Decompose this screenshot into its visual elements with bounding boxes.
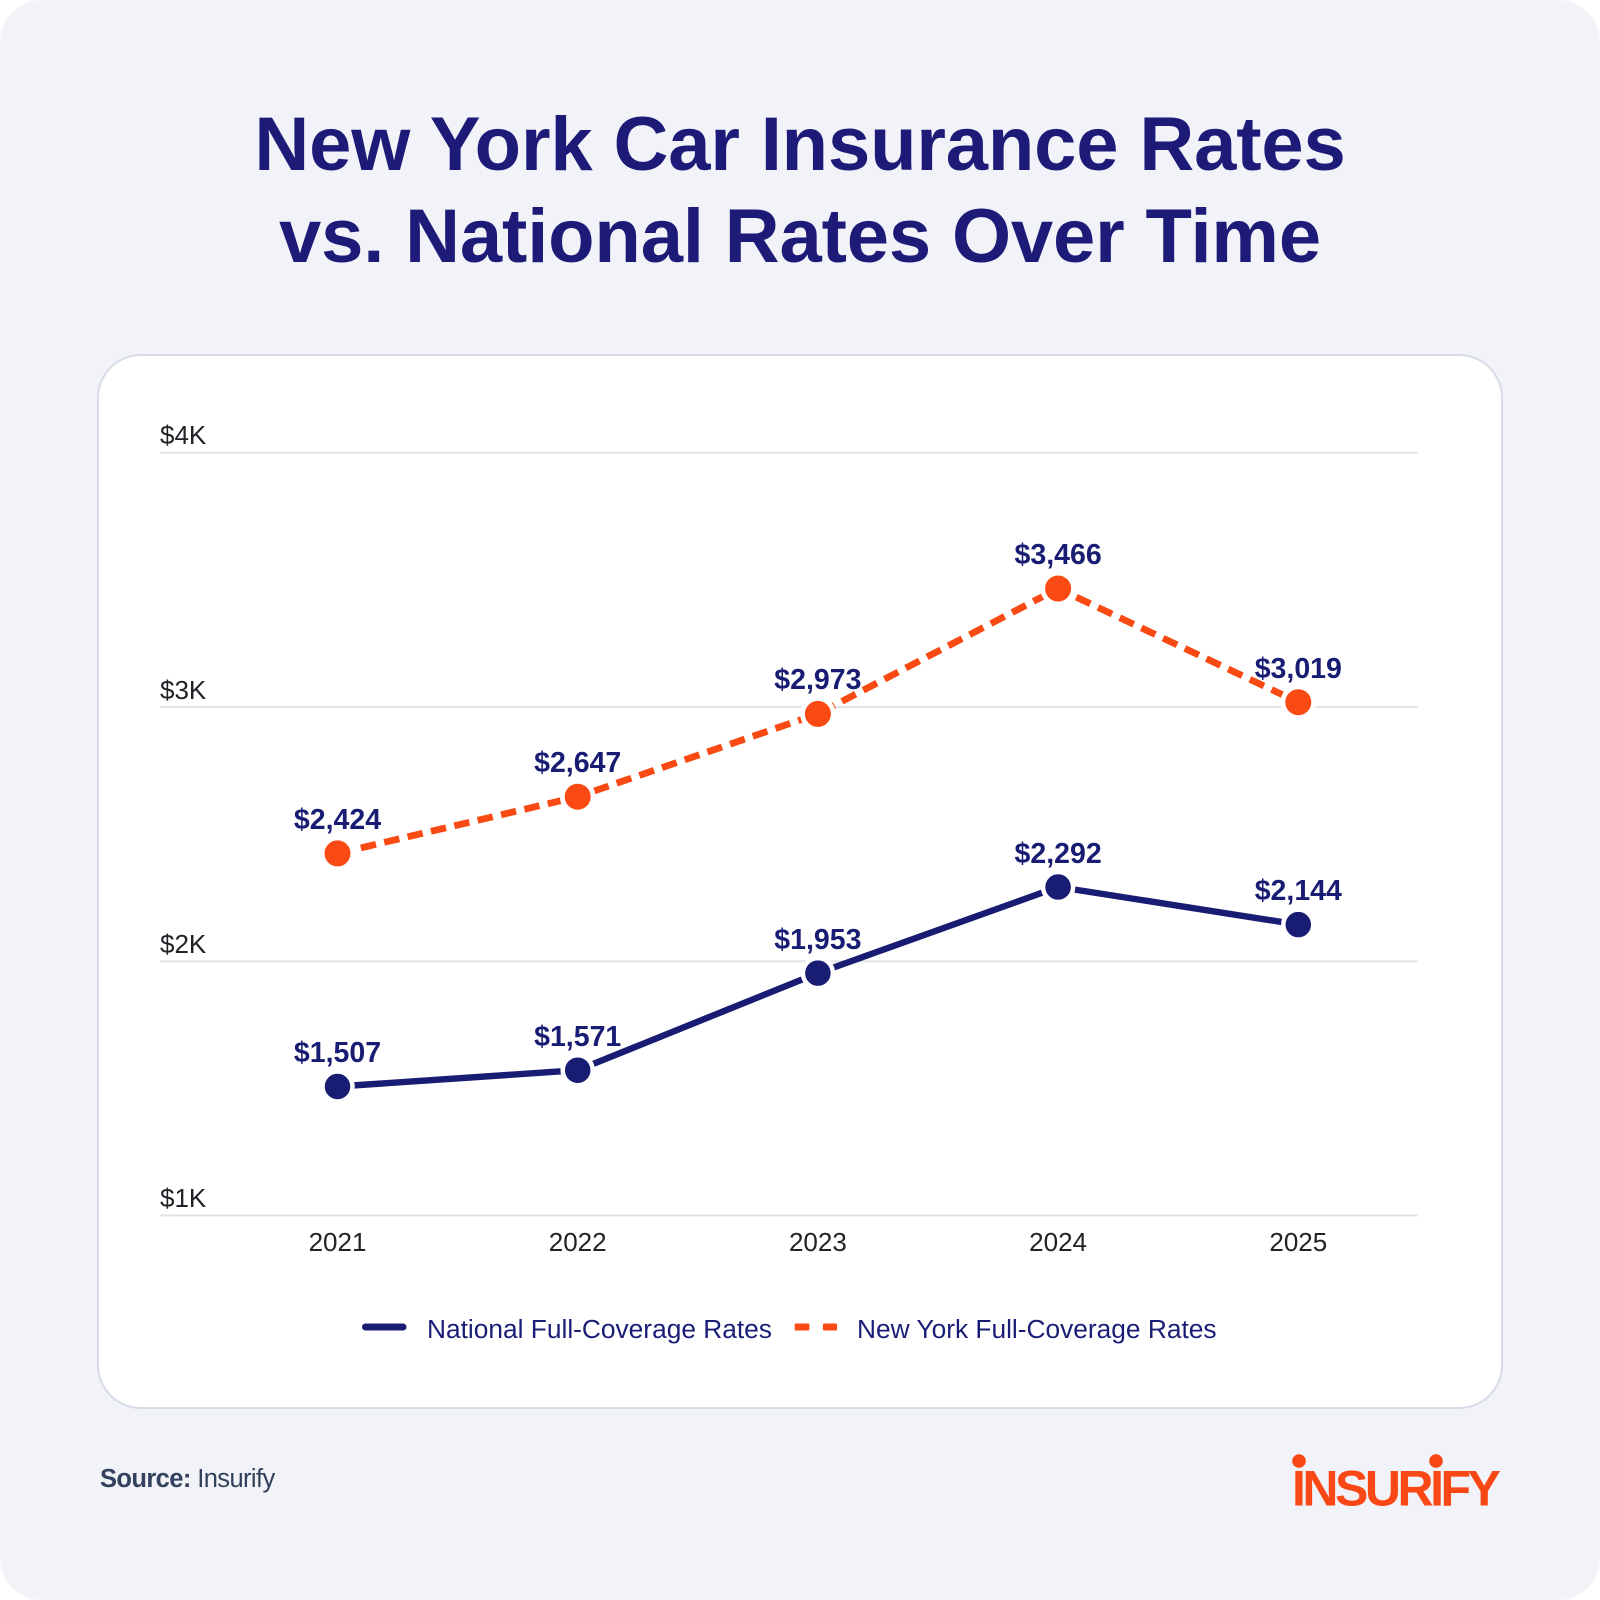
svg-text:INSURIFY: INSURIFY	[1292, 1461, 1501, 1517]
